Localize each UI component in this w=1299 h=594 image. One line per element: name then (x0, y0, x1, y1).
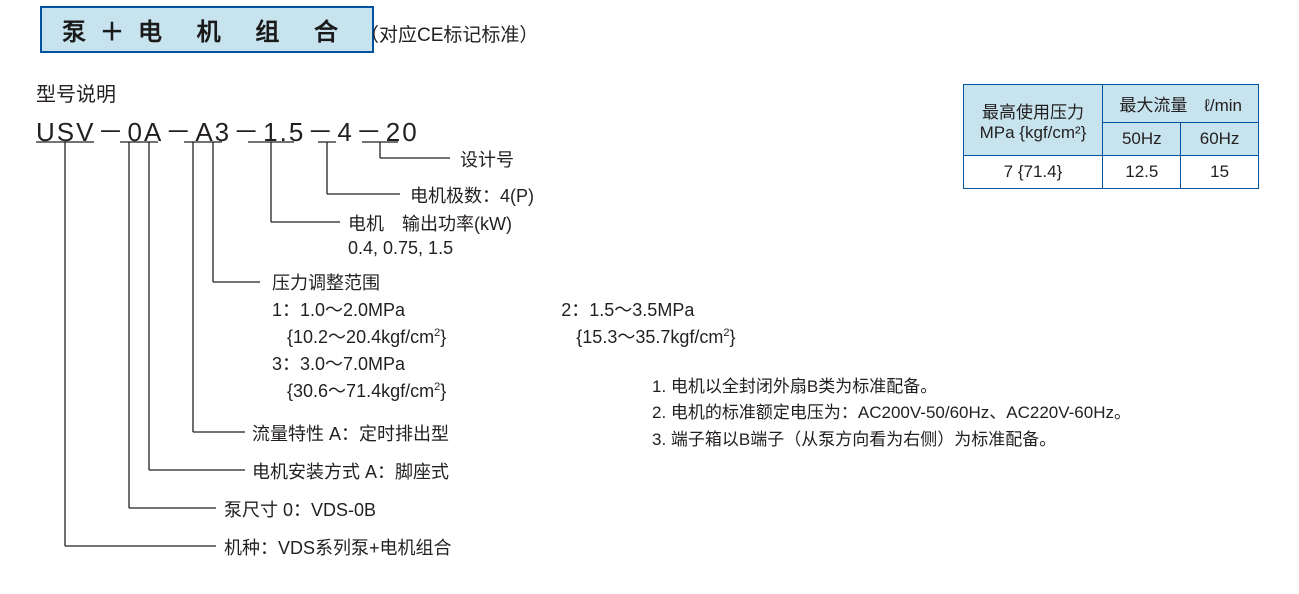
desc-motor-output-label: 电机 输出功率(kW) (348, 214, 512, 234)
desc-flow: 流量特性 A：定时排出型 (252, 422, 449, 446)
footnotes: 1. 电机以全封闭外扇B类为标准配备。 2. 电机的标准额定电压为：AC200V… (652, 374, 1131, 453)
td-pressure: 7 {71.4} (963, 156, 1103, 189)
th-60hz: 60Hz (1181, 123, 1259, 156)
model-code: USV－0A－A3－1.5－4－20 (36, 112, 419, 149)
model-seg-1: USV (36, 117, 95, 148)
pressure-2b: {15.3～35.7kgf/cm (576, 327, 723, 347)
pressure-3a: 3：3.0～7.0MPa (272, 354, 405, 374)
th-flow: 最大流量 ℓ/min (1103, 85, 1259, 123)
pressure-3b: {30.6～71.4kgf/cm (287, 381, 434, 401)
pressure-2a: 2：1.5～3.5MPa (561, 300, 694, 320)
model-seg-2: 0A (127, 117, 163, 148)
desc-series: 机种：VDS系列泵+电机组合 (224, 536, 452, 560)
td-60hz: 15 (1181, 156, 1259, 189)
desc-mount: 电机安装方式 A：脚座式 (252, 460, 449, 484)
model-seg-3: A3 (195, 117, 231, 148)
desc-motor-output: 电机 输出功率(kW) 0.4, 0.75, 1.5 (348, 212, 512, 261)
pressure-1b: {10.2～20.4kgf/cm (287, 327, 434, 347)
desc-design: 设计号 (460, 148, 514, 172)
pressure-1a: 1：1.0～2.0MPa (272, 300, 405, 320)
desc-poles: 电机极数：4(P) (410, 184, 534, 208)
model-seg-6: 20 (386, 117, 419, 148)
note-2: 2. 电机的标准额定电压为：AC200V-50/60Hz、AC220V-60Hz… (652, 400, 1131, 426)
pressure-head: 压力调整范围 (272, 270, 736, 297)
th-pressure: 最高使用压力 MPa {kgf/cm²} (963, 85, 1103, 156)
desc-size: 泵尺寸 0：VDS-0B (224, 498, 376, 522)
section-title: 泵＋电 机 组 合 (40, 6, 374, 53)
ce-note: （对应CE标记标准） (360, 20, 538, 47)
td-50hz: 12.5 (1103, 156, 1181, 189)
desc-motor-output-values: 0.4, 0.75, 1.5 (348, 236, 512, 260)
spec-table: 最高使用压力 MPa {kgf/cm²} 最大流量 ℓ/min 50Hz 60H… (963, 84, 1259, 189)
note-3: 3. 端子箱以B端子（从泵方向看为右侧）为标准配备。 (652, 427, 1131, 453)
model-seg-4: 1.5 (263, 117, 305, 148)
th-50hz: 50Hz (1103, 123, 1181, 156)
note-1: 1. 电机以全封闭外扇B类为标准配备。 (652, 374, 1131, 400)
model-seg-5: 4 (337, 117, 353, 148)
model-label: 型号说明 (36, 78, 116, 107)
